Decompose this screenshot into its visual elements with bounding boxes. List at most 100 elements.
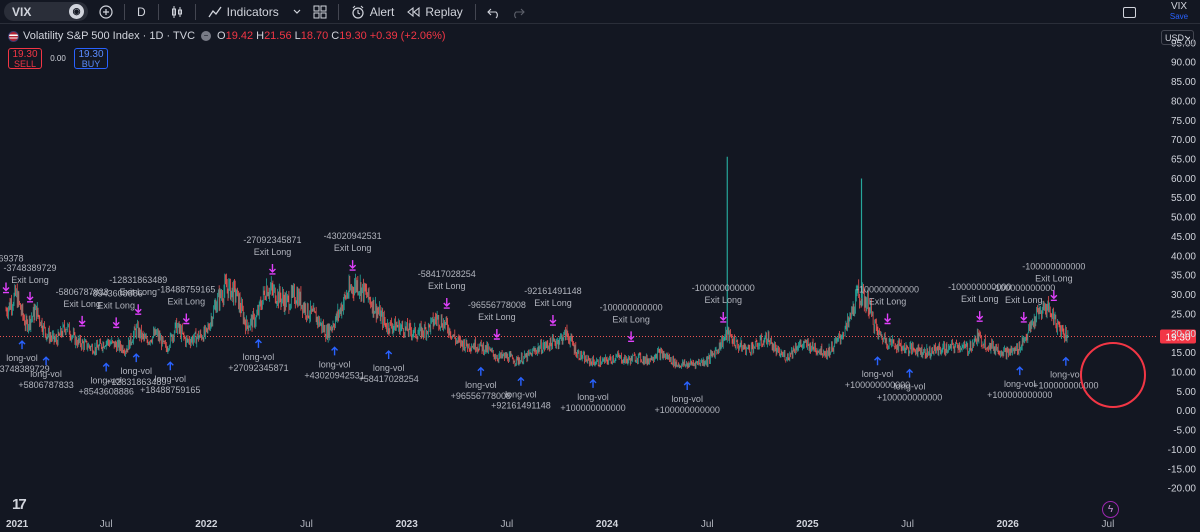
rewind-icon <box>407 6 420 17</box>
y-tick-label: 85.00 <box>1171 77 1196 88</box>
entry-signal-label: long-vol <box>505 390 537 400</box>
exit-signal-label: Exit Long <box>704 295 742 305</box>
alarm-clock-icon <box>352 5 364 19</box>
y-tick-label: 60.00 <box>1171 174 1196 185</box>
entry-arrow <box>166 361 174 371</box>
entry-signal-amount: +3748389729 <box>0 364 50 374</box>
entry-arrow <box>906 368 914 378</box>
x-tick-label: 2021 <box>6 519 29 530</box>
alert-button[interactable]: Alert <box>345 0 401 24</box>
high-key: H <box>256 30 265 42</box>
x-tick-label: Jul <box>901 519 914 530</box>
entry-signal-label: long-vol <box>120 366 152 376</box>
x-tick-label: Jul <box>100 519 113 530</box>
exit-signal-amount: -58417028254 <box>418 269 476 279</box>
exit-arrow <box>493 328 501 340</box>
exit-signal-amount: -18488759165 <box>157 285 215 295</box>
last-price-tag-text: 19.30 <box>1165 332 1190 343</box>
trade-buttons: 19.30 SELL 0.00 19.30 BUY <box>8 48 108 69</box>
exit-signal-amount: -8543608886 <box>90 288 143 298</box>
entry-signal-label: long-vol <box>30 369 62 379</box>
entry-arrow <box>874 356 882 366</box>
highlight-circle <box>1080 342 1146 408</box>
entry-signal-label: long-vol <box>155 374 187 384</box>
exit-arrow <box>78 315 86 327</box>
y-tick-label: 55.00 <box>1171 193 1196 204</box>
exit-signal-label: Exit Long <box>11 275 49 285</box>
chevron-down-icon <box>1184 35 1190 40</box>
y-tick-label: 10.00 <box>1171 367 1196 378</box>
entry-signal-amount: +43020942531 <box>304 370 364 380</box>
entry-signal-label: long-vol <box>465 380 497 390</box>
sell-label: SELL <box>13 59 37 69</box>
exit-signal-label: Exit Long <box>869 297 907 307</box>
entry-signal-label: long-vol <box>373 363 405 373</box>
exit-arrow <box>1050 290 1058 301</box>
exit-signal-label: Exit Long <box>63 299 101 309</box>
entry-arrow <box>517 376 525 386</box>
entry-signal-amount: +58417028254 <box>359 374 419 384</box>
exit-signal-label: Exit Long <box>97 300 135 310</box>
entry-arrow <box>254 338 262 348</box>
currency-selector[interactable]: USD <box>1161 30 1194 45</box>
exit-signal-label: Exit Long <box>334 243 372 253</box>
save-button[interactable]: VIX Save <box>1162 2 1196 22</box>
change-value: +0.39 (+2.06%) <box>369 30 446 42</box>
indicators-button[interactable]: Indicators <box>202 0 308 24</box>
us-flag-icon <box>8 30 19 42</box>
y-tick-label: 45.00 <box>1171 232 1196 243</box>
entry-arrow <box>331 346 339 356</box>
exit-signal-amount: -100000000000 <box>948 282 1011 292</box>
market-status-icon: − <box>201 31 212 41</box>
low-value: 18.70 <box>300 30 329 42</box>
open-key: O <box>217 30 226 42</box>
redo-icon[interactable] <box>506 0 530 24</box>
exit-signal-label: Exit Long <box>1005 295 1043 305</box>
entry-signal-amount: +100000000000 <box>1033 381 1098 391</box>
fullscreen-icon[interactable] <box>1123 6 1136 18</box>
entry-arrow <box>18 340 26 350</box>
currency-label: USD <box>1165 32 1185 43</box>
spread-value: 0.00 <box>50 54 66 63</box>
x-tick-label: 2025 <box>796 519 819 530</box>
y-tick-label: -5.00 <box>1173 426 1196 437</box>
exit-arrow <box>443 298 451 309</box>
buy-button[interactable]: 19.30 BUY <box>74 48 108 69</box>
indicators-icon <box>208 6 222 17</box>
low-key: L <box>294 30 301 42</box>
legend-title[interactable]: Volatility S&P 500 Index · 1D · TVC <box>23 30 196 42</box>
eye-icon[interactable]: ◉ <box>69 4 84 19</box>
lightning-icon[interactable]: ϟ <box>1102 501 1119 518</box>
exit-signal-amount: -92161491148 <box>524 286 581 296</box>
entry-signal-amount: +100000000000 <box>845 380 910 390</box>
alert-label: Alert <box>369 4 395 19</box>
replay-button[interactable]: Replay <box>400 0 468 24</box>
buy-label: BUY <box>81 59 101 69</box>
symbol-search[interactable]: VIX ◉ <box>4 2 88 21</box>
entry-signal-amount: +100000000000 <box>987 390 1052 400</box>
candles-icon[interactable] <box>165 0 189 24</box>
top-toolbar: VIX ◉ D Indicators Alert Replay VIX Save <box>0 0 1200 24</box>
entry-signal-label: long-vol <box>243 352 275 362</box>
exit-signal-amount: -27092345871 <box>243 235 301 245</box>
open-value: 19.42 <box>225 30 254 42</box>
compare-add-icon[interactable] <box>94 0 118 24</box>
entry-arrow <box>1062 356 1070 366</box>
exit-arrow <box>26 291 34 303</box>
exit-arrow <box>182 313 190 325</box>
exit-arrow <box>627 331 635 343</box>
interval-button[interactable]: D <box>131 0 152 24</box>
y-tick-label: 15.00 <box>1171 348 1196 359</box>
undo-icon[interactable] <box>482 0 506 24</box>
entry-arrow <box>42 356 50 366</box>
exit-signal-amount: -12831863489 <box>109 275 167 285</box>
sell-button[interactable]: 19.30 SELL <box>8 48 42 69</box>
exit-arrow <box>112 317 120 329</box>
tradingview-logo: 17 <box>12 496 27 513</box>
x-tick-label: 2023 <box>396 519 419 530</box>
layout-grid-icon[interactable] <box>308 0 332 24</box>
entry-signal-amount: +96556778008 <box>451 391 511 401</box>
x-tick-label: 2024 <box>596 519 619 530</box>
exit-arrow <box>884 313 892 325</box>
